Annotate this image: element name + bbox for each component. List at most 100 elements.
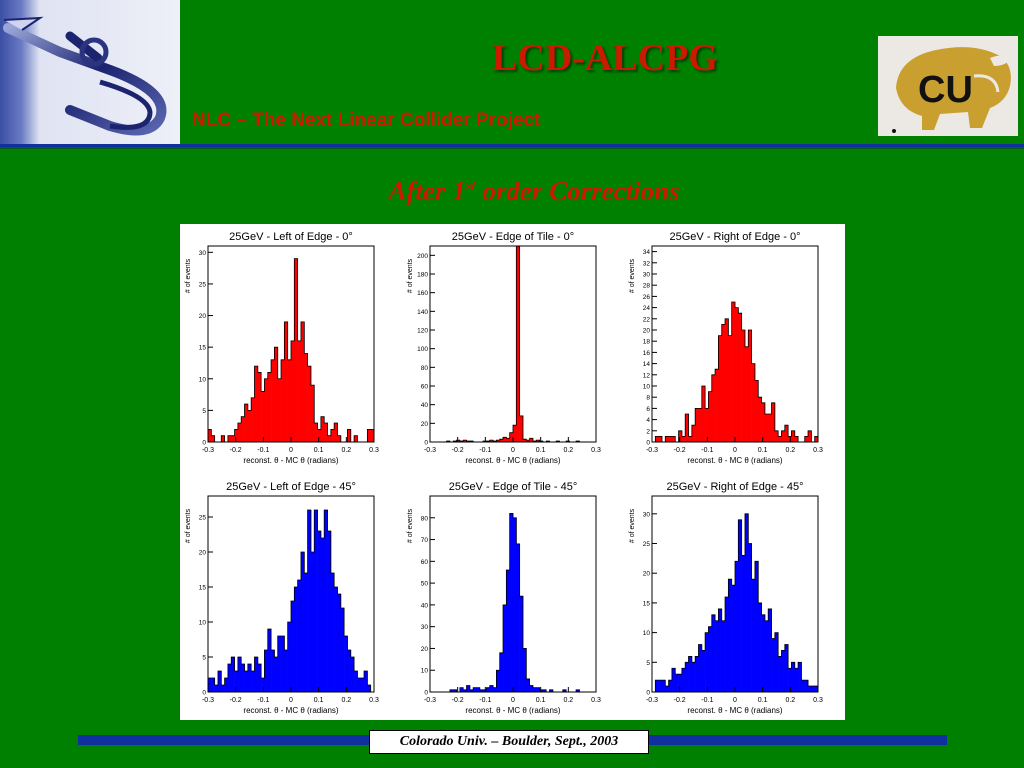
y-tick-label: 10 (199, 376, 207, 383)
histogram-bar (804, 436, 809, 442)
histogram-bar (705, 632, 709, 692)
histogram-bar (681, 668, 686, 692)
histogram-bar (294, 258, 298, 442)
y-tick-label: 25 (199, 515, 207, 522)
histogram-bar (317, 531, 322, 692)
histogram-bar (479, 689, 484, 692)
x-axis-label: reconst. θ - MC θ (radians) (465, 706, 560, 715)
histogram-bar (257, 372, 262, 442)
histogram-bar (808, 430, 812, 442)
y-tick-label: 0 (202, 690, 206, 697)
y-tick-label: 20 (421, 646, 429, 653)
x-tick-label: 0.2 (563, 447, 573, 454)
histogram-bar (705, 408, 709, 442)
histogram-bar (364, 671, 368, 692)
header-divider (0, 144, 1024, 147)
header-title: LCD-ALCPG (492, 37, 718, 79)
y-tick-label: 0 (646, 690, 650, 697)
x-tick-label: -0.3 (646, 697, 658, 704)
y-tick-label: 5 (202, 655, 206, 662)
histogram-bar (701, 650, 706, 692)
histogram-bar (728, 335, 732, 442)
histogram-grid: 25GeV - Left of Edge - 0° -0.3 -0.2 -0.1 0 0.… (185, 231, 823, 715)
y-tick-label: 30 (643, 272, 651, 279)
histogram-bar (562, 689, 567, 692)
histogram-bar (804, 680, 809, 692)
x-axis-label: reconst. θ - MC θ (radians) (687, 456, 782, 465)
histogram-bar (469, 689, 474, 692)
histogram-bar (499, 439, 504, 442)
histogram-bar (718, 608, 723, 692)
x-tick-label: 0.1 (758, 447, 768, 454)
histogram-bar (271, 359, 275, 442)
histogram-bar (655, 436, 659, 442)
y-tick-label: 140 (417, 309, 428, 316)
histogram-bar (211, 678, 215, 692)
x-tick-label: -0.3 (202, 447, 214, 454)
header-divider-shadow (0, 147, 1024, 149)
y-tick-label: 15 (199, 345, 207, 352)
histogram-bar (791, 430, 796, 442)
histogram-bar (761, 402, 766, 442)
histogram-bar (314, 423, 318, 442)
histogram-bar (681, 436, 686, 442)
x-tick-label: -0.3 (202, 697, 214, 704)
histogram-bar (738, 519, 742, 692)
x-tick-label: 0 (511, 697, 515, 704)
cu-buffalo-logo-icon: CU (892, 47, 1011, 133)
histogram-bar (758, 602, 762, 692)
x-tick-label: 0.1 (758, 697, 768, 704)
histogram-bar (264, 378, 269, 442)
histogram-bar (244, 671, 249, 692)
y-tick-label: 10 (643, 630, 651, 637)
histogram-outline (652, 301, 819, 443)
nlc-logo (0, 0, 180, 144)
histogram-bar (217, 671, 222, 692)
histogram-bar (357, 678, 362, 692)
y-tick-label: 0 (202, 440, 206, 447)
histogram-bar (337, 435, 342, 442)
histogram-bar (317, 429, 322, 442)
histogram-bar (764, 620, 769, 692)
x-tick-label: -0.2 (674, 447, 686, 454)
cu-logo: CU (878, 36, 1018, 136)
x-tick-label: -0.3 (424, 697, 436, 704)
histogram-panel-1: 25GeV - Left of Edge - 0° -0.3 -0.2 -0.1 0 0.… (185, 231, 379, 465)
y-tick-label: 200 (417, 253, 428, 260)
histogram-bar (277, 636, 282, 692)
histogram-bar (208, 429, 212, 442)
histogram-bar (251, 397, 255, 442)
histogram-bar (486, 687, 491, 692)
histogram-bar (506, 570, 510, 692)
histogram-bar (808, 686, 812, 692)
histogram-bar (536, 687, 540, 692)
x-axis-label: reconst. θ - MC θ (radians) (243, 456, 338, 465)
histogram-bar (237, 657, 242, 692)
y-tick-label: 80 (421, 365, 429, 372)
histogram-bar (354, 435, 358, 442)
histogram-bar (771, 402, 776, 442)
x-tick-label: 0.3 (369, 447, 379, 454)
x-tick-label: 0.2 (785, 447, 795, 454)
histogram-bar (254, 366, 259, 442)
y-tick-label: 20 (643, 571, 651, 578)
histogram-bar (281, 359, 285, 442)
x-tick-label: -0.1 (257, 447, 269, 454)
chart-title: 25GeV - Edge of Tile - 0° (452, 231, 574, 243)
x-tick-label: 0.3 (591, 447, 601, 454)
histogram-bar (685, 662, 689, 692)
histogram-bar (798, 662, 802, 692)
histogram-bar (725, 318, 729, 442)
y-tick-label: 100 (417, 346, 428, 353)
histogram-bar (791, 662, 796, 692)
histogram-bar (267, 629, 272, 692)
x-tick-label: 0 (289, 447, 293, 454)
histogram-bar (227, 435, 232, 442)
chart-title: 25GeV - Right of Edge - 45° (666, 481, 803, 493)
x-tick-label: -0.1 (701, 697, 713, 704)
histogram-bar (247, 410, 252, 442)
y-tick-label: 12 (643, 372, 651, 379)
y-tick-label: 5 (202, 408, 206, 415)
histogram-bar (781, 430, 786, 442)
histogram-bar (453, 689, 457, 692)
